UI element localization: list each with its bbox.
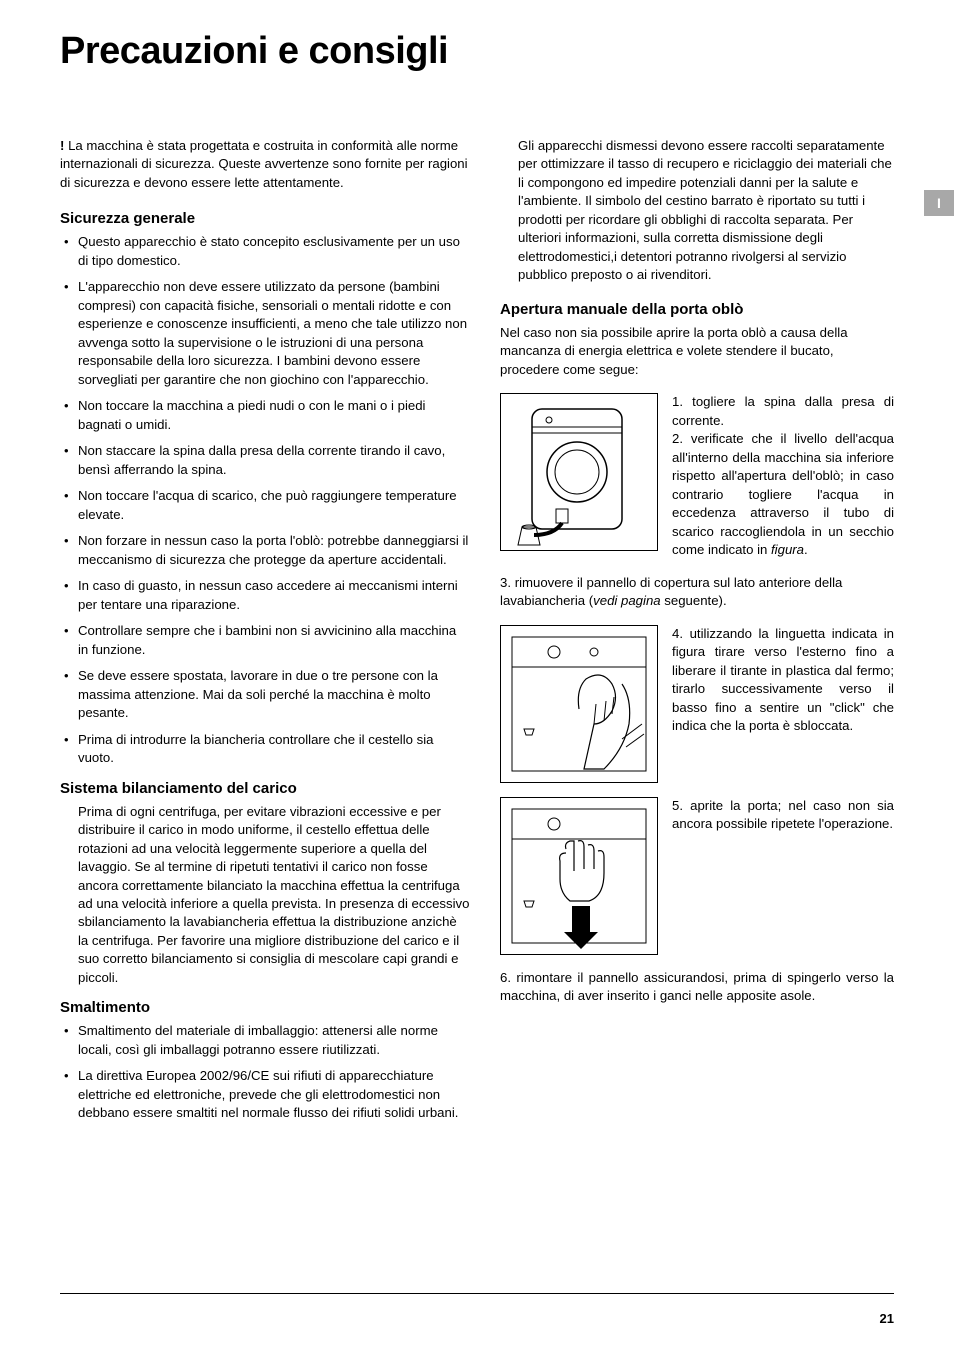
step1-text: 1. togliere la spina dalla presa di corr… [672,394,894,427]
heading-apertura: Apertura manuale della porta oblò [500,299,894,320]
figure-row-3: 5. aprite la porta; nel caso non sia anc… [500,797,894,955]
apertura-intro: Nel caso non sia possibile aprire la por… [500,324,894,379]
bilanciamento-paragraph: Prima di ogni centrifuga, per evitare vi… [60,803,470,988]
step-1-2-text: 1. togliere la spina dalla presa di corr… [672,393,894,559]
step6-text: 6. rimontare il pannello assicurandosi, … [500,969,894,1006]
step3-italic: vedi pagina [593,593,660,608]
step3-end: seguente). [661,593,727,608]
language-tab: I [924,190,954,216]
step2-end: . [804,542,808,557]
smaltimento-list: Smaltimento del materiale di imballaggio… [60,1022,470,1122]
list-item: Smaltimento del materiale di imballaggio… [60,1022,470,1059]
intro-paragraph: ! La macchina è stata progettata e costr… [60,137,470,192]
list-item: La direttiva Europea 2002/96/CE sui rifi… [60,1067,470,1122]
list-item: In caso di guasto, in nessun caso accede… [60,577,470,614]
list-item: Questo apparecchio è stato concepito esc… [60,233,470,270]
figure-row-1: 1. togliere la spina dalla presa di corr… [500,393,894,559]
heading-smaltimento: Smaltimento [60,997,470,1018]
step2-italic: figura [771,542,804,557]
right-column: Gli apparecchi dismessi devono essere ra… [500,137,894,1133]
step2-text: 2. verificate che il livello dell'acqua … [672,431,894,557]
heading-sicurezza: Sicurezza generale [60,208,470,229]
list-item: Prima di introdurre la biancheria contro… [60,731,470,768]
step5-text: 5. aprite la porta; nel caso non sia anc… [672,797,894,834]
figure-row-2: 4. utilizzando la linguetta indicata in … [500,625,894,783]
page-title: Precauzioni e consigli [60,30,894,73]
list-item: Non forzare in nessun caso la porta l'ob… [60,532,470,569]
heading-bilanciamento: Sistema bilanciamento del carico [60,778,470,799]
intro-text: La macchina è stata progettata e costrui… [60,138,468,190]
list-item: Non staccare la spina dalla presa della … [60,442,470,479]
bottom-rule [60,1293,894,1294]
disposal-paragraph: Gli apparecchi dismessi devono essere ra… [500,137,894,285]
step4-text: 4. utilizzando la linguetta indicata in … [672,625,894,736]
list-item: Se deve essere spostata, lavorare in due… [60,667,470,722]
pull-tab-figure [500,625,658,783]
step3-paragraph: 3. rimuovere il pannello di copertura su… [500,574,894,611]
pull-down-figure [500,797,658,955]
list-item: L'apparecchio non deve essere utilizzato… [60,278,470,389]
page-number: 21 [880,1311,894,1326]
sicurezza-list: Questo apparecchio è stato concepito esc… [60,233,470,767]
left-column: ! La macchina è stata progettata e costr… [60,137,470,1133]
washer-bucket-figure [500,393,658,551]
list-item: Controllare sempre che i bambini non si … [60,622,470,659]
list-item: Non toccare l'acqua di scarico, che può … [60,487,470,524]
list-item: Non toccare la macchina a piedi nudi o c… [60,397,470,434]
